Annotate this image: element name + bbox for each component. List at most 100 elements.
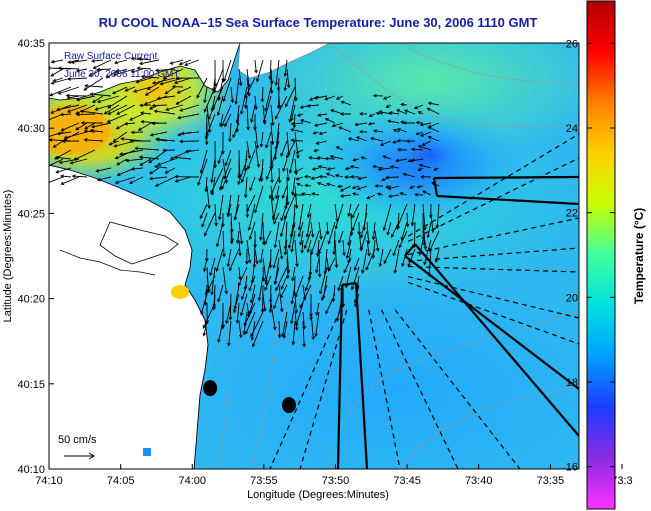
current-vector-609: [238, 320, 242, 338]
x-tick-label-6: 73:40: [465, 475, 493, 487]
current-vector-head-223: [113, 143, 118, 148]
current-vector-head-339: [218, 187, 223, 191]
current-vector-head-601: [281, 333, 285, 338]
current-vector-head-111: [139, 103, 143, 108]
current-vector-head-196: [112, 138, 117, 143]
current-vector-69: [177, 86, 192, 94]
current-vector-head-107: [94, 107, 99, 111]
current-vector-281: [211, 158, 216, 183]
current-vector-head-490: [392, 252, 396, 257]
current-vector-head-571: [200, 310, 204, 315]
current-vector-563: [280, 284, 288, 299]
current-vector-head-370: [351, 185, 356, 190]
current-vector-257: [217, 149, 224, 164]
current-vector-133: [60, 113, 72, 116]
transect-line-3: [404, 255, 579, 390]
current-vector-head-143: [219, 123, 223, 128]
current-vector-head-161: [60, 128, 65, 132]
current-vector-head-34: [238, 82, 243, 87]
current-vector-426: [306, 212, 312, 237]
current-vector-head-595: [309, 313, 313, 318]
current-vector-382: [270, 194, 275, 219]
current-vector-98: [314, 95, 328, 99]
current-vector-52: [222, 77, 232, 102]
current-vector-434: [216, 221, 224, 247]
current-vector-head-486: [342, 252, 346, 257]
current-vector-39: [51, 77, 72, 84]
current-vector-head-300: [55, 169, 60, 174]
current-vector-head-317: [326, 167, 331, 171]
current-vector-256: [200, 149, 208, 174]
colorbar-tick-label-2: 20: [566, 292, 578, 304]
current-vector-238: [348, 138, 360, 142]
current-vector-head-108: [103, 110, 108, 115]
current-vector-head-349: [325, 172, 330, 177]
current-vector-406: [307, 203, 312, 218]
current-vector-427: [350, 212, 353, 236]
current-vector-head-30: [136, 66, 141, 70]
current-vector-head-124: [290, 117, 294, 122]
current-vector-head-180: [324, 117, 329, 122]
y-tick-label-0: 40:35: [17, 38, 45, 50]
current-vector-554: [204, 284, 208, 306]
current-vector-head-394: [399, 192, 404, 196]
current-vector-239: [356, 136, 368, 142]
current-vector-63: [112, 86, 128, 94]
current-vector-head-80: [65, 93, 70, 98]
current-vector-head-451: [390, 234, 395, 238]
current-vector-58: [284, 77, 288, 91]
current-vector-head-252: [148, 159, 153, 164]
current-vector-head-170: [151, 121, 155, 126]
current-vector-158: [404, 109, 416, 115]
current-vector-head-501: [272, 264, 276, 269]
current-vector-head-395: [414, 192, 419, 197]
current-vector-516: [203, 257, 208, 272]
current-vector-544: [248, 275, 256, 291]
current-vector-280: [197, 158, 208, 186]
current-vector-head-199: [177, 132, 182, 137]
current-vector-102: [383, 95, 392, 100]
current-vector-399: [227, 203, 232, 217]
current-vector-head-611: [251, 343, 256, 348]
current-vector-head-103: [50, 110, 55, 114]
current-vector-head-343: [285, 201, 290, 206]
current-vector-head-328: [60, 181, 65, 185]
current-vector-494: [216, 248, 224, 272]
current-vector-498: [254, 248, 258, 264]
current-vector-head-535: [275, 287, 279, 292]
current-vector-head-186: [402, 121, 407, 125]
current-vector-387: [301, 193, 312, 196]
current-vector-331: [115, 176, 136, 184]
current-vector-head-386: [292, 193, 297, 197]
current-vector-head-387: [300, 192, 305, 196]
current-vector-320: [373, 165, 384, 169]
current-vector-head-329: [71, 174, 76, 179]
current-vector-head-578: [268, 309, 273, 314]
current-vector-612: [278, 320, 281, 338]
current-vector-head-245: [421, 142, 426, 146]
current-vector-head-525: [327, 267, 332, 272]
current-vector-head-488: [367, 252, 371, 257]
current-vector-head-222: [108, 142, 113, 146]
current-vector-head-316: [317, 165, 322, 169]
current-vector-424: [280, 212, 288, 237]
current-vector-9: [170, 59, 184, 65]
x-tick-label-2: 74:00: [178, 475, 206, 487]
current-vector-70: [204, 86, 208, 103]
current-vector-348: [319, 176, 328, 178]
current-vector-head-135: [79, 109, 84, 114]
current-vector-315: [312, 167, 320, 170]
current-vector-head-97: [308, 97, 313, 101]
colorbar-tick-label-5: 26: [566, 38, 578, 50]
current-vector-head-383: [272, 217, 276, 222]
current-vector-head-471: [360, 246, 364, 251]
current-vector-47: [174, 77, 192, 84]
current-vector-head-184: [387, 119, 392, 124]
current-vector-370: [352, 185, 360, 189]
current-vector-head-261: [247, 165, 251, 170]
land-inlet: [99, 221, 179, 265]
current-vector-head-11: [184, 62, 189, 67]
current-vector-head-277: [138, 155, 143, 160]
current-vector-head-562: [279, 308, 284, 313]
current-vector-head-591: [243, 322, 248, 327]
